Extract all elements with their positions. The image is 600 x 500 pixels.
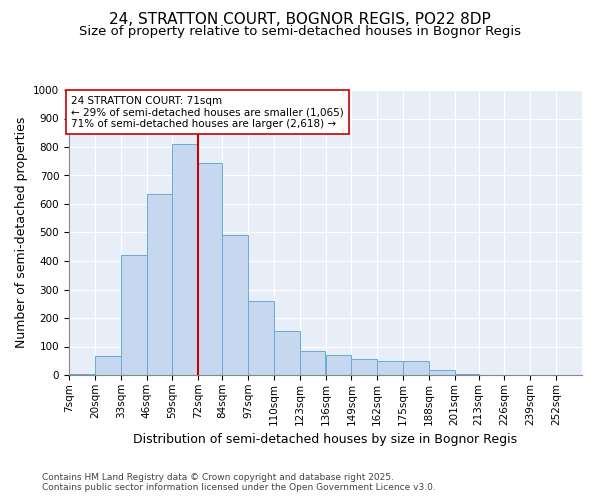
X-axis label: Distribution of semi-detached houses by size in Bognor Regis: Distribution of semi-detached houses by … [133,433,518,446]
Text: Contains HM Land Registry data © Crown copyright and database right 2025.
Contai: Contains HM Land Registry data © Crown c… [42,472,436,492]
Bar [248,301,274,375]
Bar [274,331,299,375]
Bar [325,355,352,375]
Bar [222,236,248,375]
Bar [299,351,325,375]
Bar [146,194,172,375]
Bar [377,361,403,375]
Text: 24, STRATTON COURT, BOGNOR REGIS, PO22 8DP: 24, STRATTON COURT, BOGNOR REGIS, PO22 8… [109,12,491,28]
Bar [198,162,222,375]
Bar [429,370,455,375]
Bar [95,356,121,375]
Bar [352,360,377,375]
Y-axis label: Number of semi-detached properties: Number of semi-detached properties [14,117,28,348]
Bar [455,374,479,375]
Bar [172,144,198,375]
Bar [121,256,146,375]
Bar [403,361,429,375]
Text: 24 STRATTON COURT: 71sqm
← 29% of semi-detached houses are smaller (1,065)
71% o: 24 STRATTON COURT: 71sqm ← 29% of semi-d… [71,96,344,129]
Text: Size of property relative to semi-detached houses in Bognor Regis: Size of property relative to semi-detach… [79,25,521,38]
Bar [69,374,95,375]
